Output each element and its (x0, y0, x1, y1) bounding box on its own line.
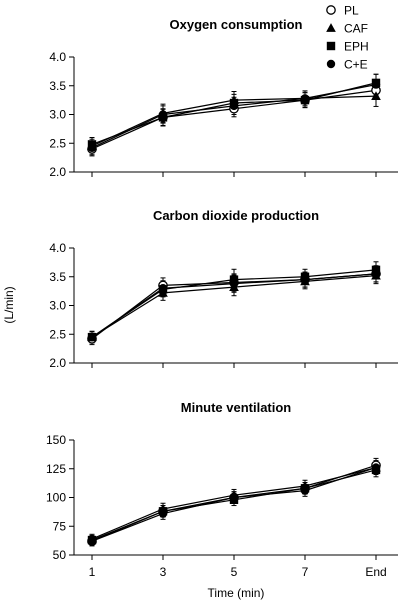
x-tick-label: 7 (302, 565, 309, 579)
legend-marker-EPH (326, 41, 336, 51)
y-tick-label: 3.0 (49, 108, 66, 122)
legend-label: PL (344, 4, 359, 18)
x-axis-label: Time (min) (208, 586, 265, 600)
y-tick-label: 2.5 (49, 136, 66, 150)
x-tick-label: End (365, 565, 386, 579)
y-tick-label: 50 (53, 548, 67, 562)
chart-panel-2: Carbon dioxide production 2.0 2.5 3.0 3.5 4.0 (49, 208, 398, 370)
data-point-C+E (229, 493, 239, 502)
data-point-C+E (229, 279, 239, 288)
data-point-CAF (371, 91, 381, 100)
legend: PL CAF EPH C+E (326, 4, 369, 72)
x-tick-label: 1 (89, 565, 96, 579)
y-tick-label: 100 (46, 491, 66, 505)
legend-label: CAF (344, 22, 368, 36)
y-axis-label: (L/min) (2, 286, 16, 323)
y-tick-label: 3.5 (49, 79, 66, 93)
data-point-C+E (158, 509, 168, 518)
chart-title: Minute ventilation (181, 400, 292, 415)
y-tick-label: 2.0 (49, 165, 66, 179)
chart-title: Oxygen consumption (170, 17, 303, 32)
y-tick-label: 4.0 (49, 241, 66, 255)
y-tick-label: 3.5 (49, 270, 66, 284)
x-tick-label: 3 (160, 565, 167, 579)
legend-label: EPH (344, 40, 369, 54)
x-tick-label: 5 (231, 565, 238, 579)
y-tick-label: 125 (46, 462, 66, 476)
legend-marker-CAF (326, 23, 336, 32)
data-point-C+E (300, 275, 310, 284)
data-point-C+E (87, 537, 97, 546)
y-tick-label: 3.0 (49, 299, 66, 313)
legend-label: C+E (344, 58, 368, 72)
data-point-C+E (87, 143, 97, 153)
data-point-C+E (229, 101, 239, 111)
data-point-C+E (300, 94, 310, 103)
y-tick-label: 150 (46, 433, 66, 447)
chart-title: Carbon dioxide production (153, 208, 319, 223)
chart-panel-1: Oxygen consumption 2.0 2.5 3.0 3.5 4.0 (49, 17, 398, 179)
data-point-C+E (371, 463, 381, 472)
y-tick-label: 2.0 (49, 356, 66, 370)
data-point-C+E (87, 332, 97, 342)
y-tick-label: 75 (53, 519, 67, 533)
data-point-C+E (371, 269, 381, 279)
legend-marker-PL (326, 5, 336, 15)
y-tick-label: 2.5 (49, 327, 66, 341)
chart-panel-3: Minute ventilation 50 75 100 125 150 1 3 5 7 End Ti… (46, 400, 398, 600)
legend-marker-C+E (326, 59, 336, 69)
data-point-C+E (371, 80, 381, 89)
y-tick-label: 4.0 (49, 50, 66, 64)
data-point-C+E (300, 486, 310, 495)
data-point-C+E (158, 110, 168, 119)
data-point-C+E (158, 284, 168, 293)
